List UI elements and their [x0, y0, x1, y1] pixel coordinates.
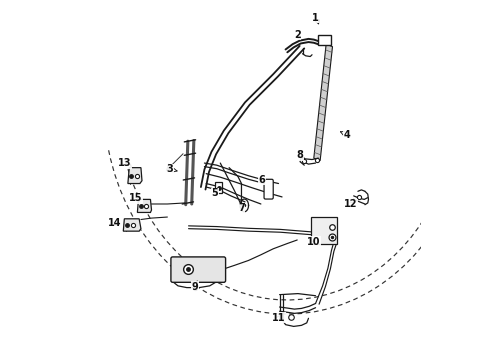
Polygon shape	[137, 199, 151, 212]
Text: 4: 4	[341, 130, 351, 140]
Text: 2: 2	[294, 30, 300, 40]
Text: 15: 15	[129, 193, 143, 203]
Bar	[311, 217, 338, 244]
Text: 3: 3	[167, 165, 177, 174]
Text: 10: 10	[307, 237, 320, 247]
Text: 5: 5	[212, 188, 219, 198]
FancyBboxPatch shape	[264, 179, 273, 199]
Text: 7: 7	[238, 203, 245, 213]
Text: 9: 9	[192, 281, 198, 292]
Polygon shape	[314, 44, 333, 161]
Polygon shape	[123, 219, 141, 231]
Text: 6: 6	[259, 175, 265, 185]
FancyBboxPatch shape	[171, 257, 225, 282]
Text: 12: 12	[344, 199, 358, 209]
Text: 1: 1	[312, 13, 319, 24]
Bar	[215, 182, 222, 193]
Text: 8: 8	[296, 150, 303, 160]
Text: 13: 13	[118, 158, 131, 168]
Text: 14: 14	[108, 218, 122, 228]
Text: 11: 11	[272, 312, 285, 323]
Polygon shape	[128, 168, 142, 184]
Bar	[318, 35, 331, 45]
